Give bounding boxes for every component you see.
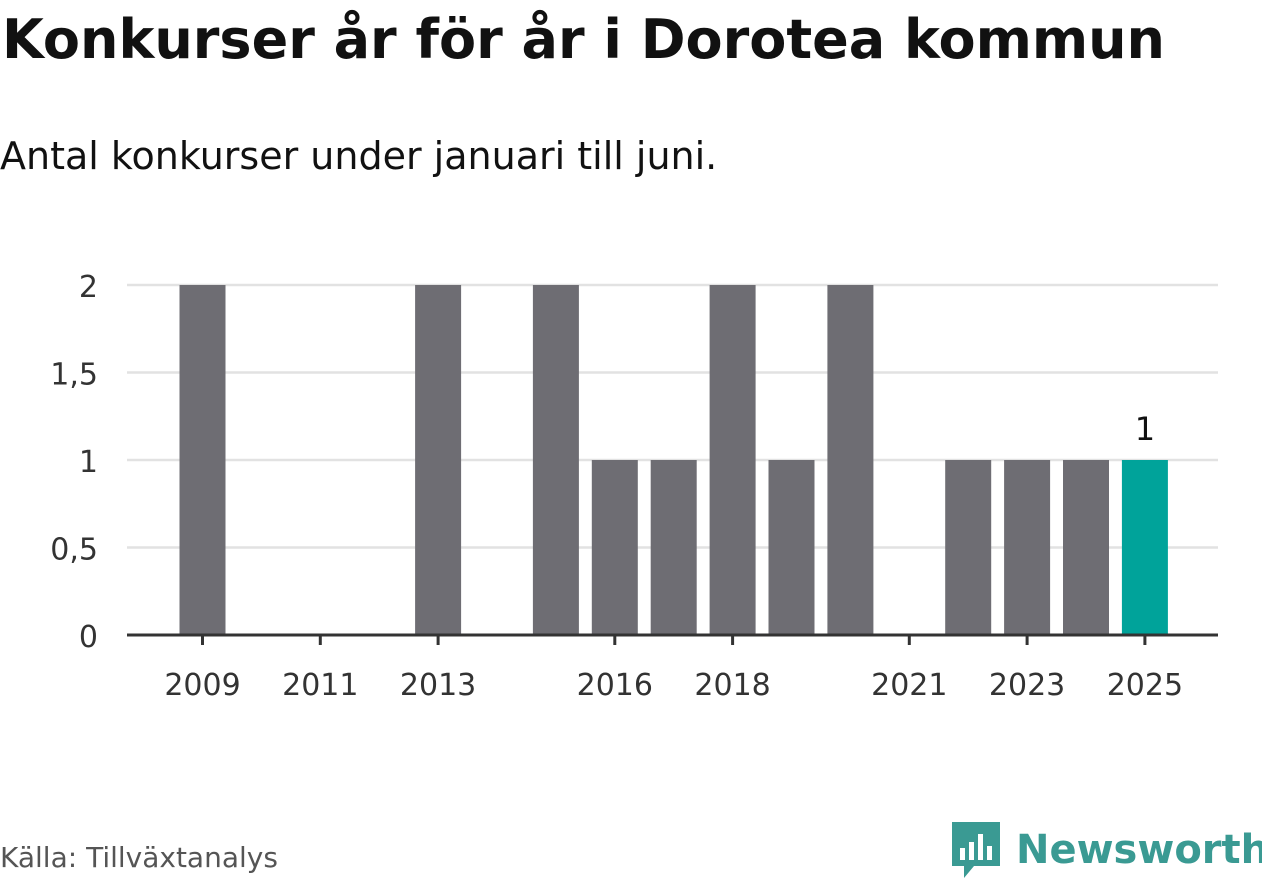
bar-2018 — [709, 285, 756, 635]
y-tick-label: 2 — [79, 270, 98, 305]
bar-2025 — [1121, 460, 1168, 635]
y-tick-label: 1 — [79, 445, 98, 480]
x-tick-label: 2018 — [694, 668, 770, 703]
bar-2020 — [827, 285, 874, 635]
brand-logo: Newsworthy — [950, 818, 1262, 882]
x-tick-label: 2013 — [400, 668, 476, 703]
x-tick-label: 2021 — [871, 668, 947, 703]
bar-2017 — [650, 460, 697, 635]
x-tick-label: 2023 — [989, 668, 1065, 703]
newsworthy-logo-icon — [952, 822, 1000, 878]
chart-title: Konkurser år för år i Dorotea kommun — [2, 8, 1166, 71]
bar-2022 — [945, 460, 992, 635]
bar-2023 — [1004, 460, 1051, 635]
bar-2024 — [1063, 460, 1109, 635]
x-tick-label: 2025 — [1107, 668, 1183, 703]
brand-name: Newsworthy — [1016, 827, 1262, 873]
y-tick-label: 0,5 — [50, 533, 98, 568]
x-tick-label: 2011 — [282, 668, 358, 703]
source-note: Källa: Tillväxtanalys — [0, 841, 278, 874]
x-tick-label: 2016 — [577, 668, 653, 703]
bar-2013 — [415, 285, 462, 635]
bar-2016 — [591, 460, 638, 635]
data-label: 1 — [1135, 410, 1155, 448]
bar-2019 — [768, 460, 815, 635]
chart-subtitle: Antal konkurser under januari till juni. — [0, 134, 718, 178]
bar-2009 — [179, 285, 226, 635]
x-tick-label: 2009 — [164, 668, 240, 703]
y-tick-label: 1,5 — [50, 358, 98, 393]
bar-2015 — [532, 285, 579, 635]
y-tick-label: 0 — [79, 620, 98, 655]
